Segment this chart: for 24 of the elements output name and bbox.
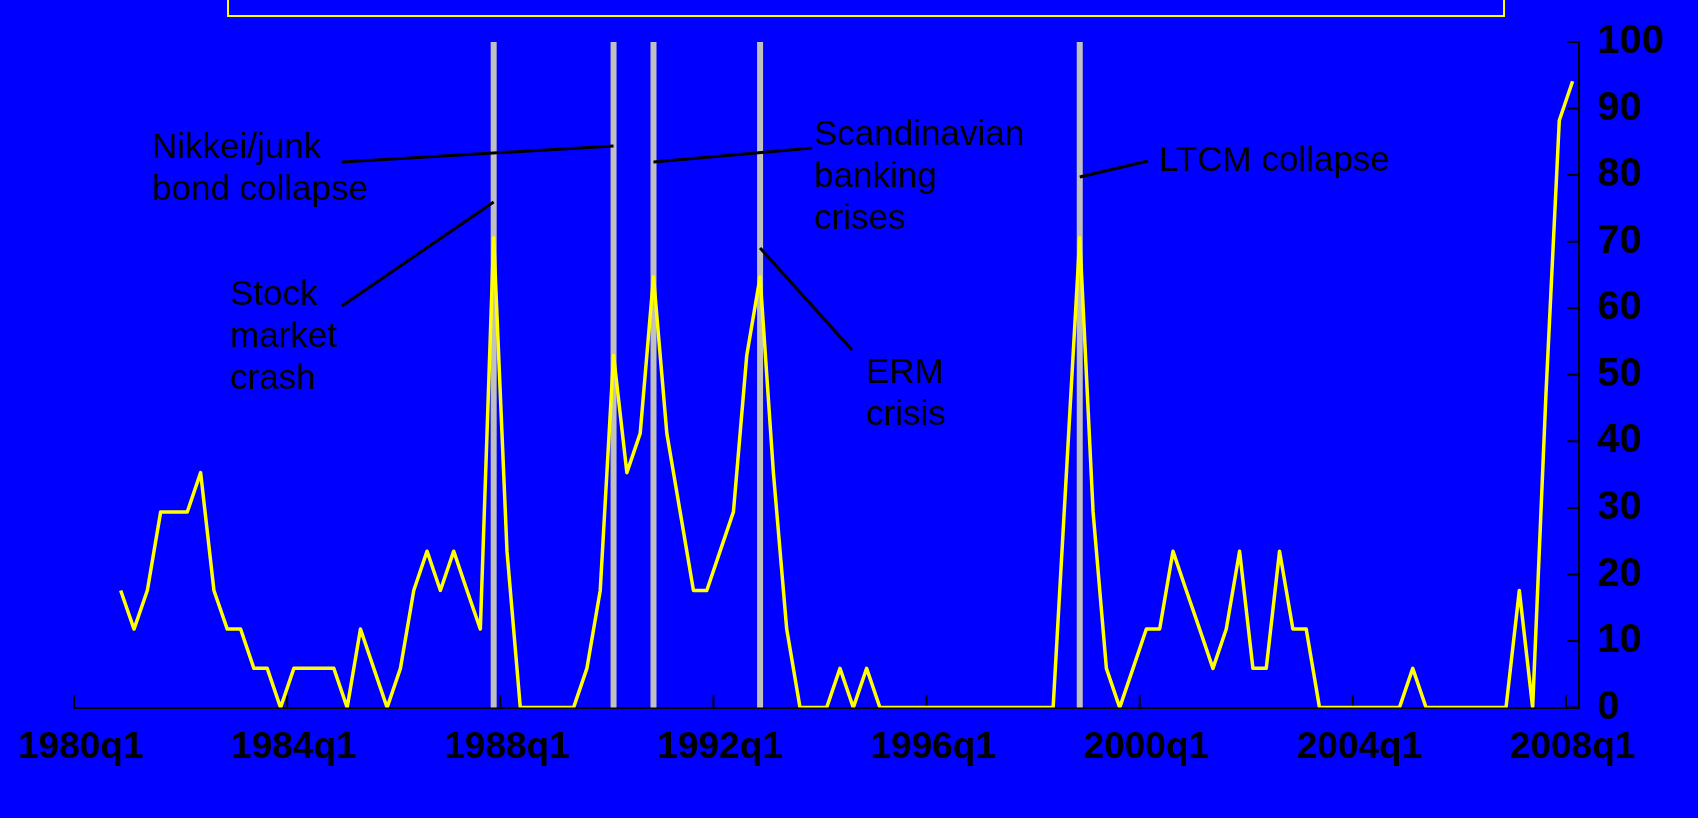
y-tick-label: 100 <box>1597 17 1665 62</box>
x-tick-label: 1980q1 <box>17 725 144 766</box>
annotation: LTCM collapse <box>1159 139 1390 178</box>
y-tick-label: 80 <box>1597 150 1642 195</box>
x-tick-label: 1988q1 <box>444 725 570 766</box>
x-tick-label: 2008q1 <box>1509 725 1636 766</box>
y-tick-label: 40 <box>1597 416 1642 461</box>
annotation: Stock market crash <box>230 273 338 396</box>
x-tick-label: 1984q1 <box>231 725 357 766</box>
y-tick-label: 20 <box>1597 549 1642 594</box>
x-tick-label: 2000q1 <box>1083 725 1210 766</box>
y-tick-label: 60 <box>1597 283 1642 328</box>
y-tick-label: 30 <box>1597 482 1642 527</box>
x-tick-label: 2004q1 <box>1296 725 1423 766</box>
annotation: ERM crisis <box>866 351 946 432</box>
annotation: Nikkei/junk bond collapse <box>152 126 368 207</box>
y-tick-label: 0 <box>1597 682 1620 727</box>
x-tick-label: 1992q1 <box>657 725 783 766</box>
x-tick-label: 1996q1 <box>870 725 996 766</box>
y-tick-label: 50 <box>1597 349 1642 394</box>
annotation: Scandinavian banking crises <box>814 113 1025 236</box>
y-tick-label: 10 <box>1597 616 1642 661</box>
y-tick-label: 90 <box>1597 83 1642 128</box>
y-tick-label: 70 <box>1597 216 1642 261</box>
